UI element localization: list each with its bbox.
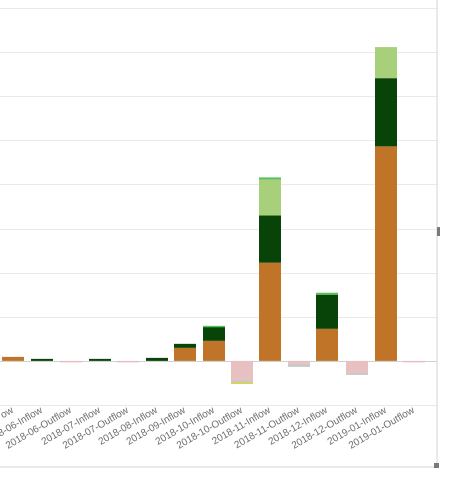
bar-segment-2018-05-outflow-s0[interactable] [2, 356, 24, 361]
bar-segment-2018-12-outflow-s4[interactable] [346, 360, 368, 373]
bar-segment-2018-07-inflow-s1[interactable] [89, 358, 111, 361]
x-axis-tick-labels: ow2018-06-Inflow2018-06-Outflow2018-07-I… [0, 405, 417, 452]
bar-segment-2019-01-inflow-s1[interactable] [375, 78, 397, 147]
bar-segment-2018-10-outflow-s6[interactable] [231, 381, 253, 384]
bar-segment-2018-08-inflow-s1[interactable] [146, 357, 168, 361]
bar-stacks [2, 47, 425, 384]
resize-handle-bottom-corner[interactable] [434, 463, 439, 468]
bar-segment-2018-11-outflow-s5[interactable] [288, 363, 310, 367]
bar-segment-2018-12-inflow-s0[interactable] [316, 328, 338, 361]
bar-segment-2018-12-outflow-s5[interactable] [346, 372, 368, 375]
bar-segment-2018-06-inflow-s1[interactable] [31, 358, 53, 361]
bar-segment-2019-01-inflow-s0[interactable] [375, 146, 397, 361]
bar-segment-2019-01-inflow-s2[interactable] [375, 47, 397, 79]
bar-segment-2018-10-inflow-s0[interactable] [203, 340, 225, 361]
bar-segment-2018-12-inflow-s1[interactable] [316, 294, 338, 329]
bar-segment-2018-11-inflow-s2[interactable] [259, 179, 281, 216]
bar-segment-2018-11-inflow-s0[interactable] [259, 262, 281, 361]
bar-segment-2018-11-inflow-s3[interactable] [259, 177, 281, 180]
bar-segment-2018-10-outflow-s5[interactable] [231, 379, 253, 382]
resize-handle-right[interactable] [437, 227, 440, 236]
bar-segment-2018-06-outflow-s4[interactable] [60, 360, 82, 363]
bar-segment-2018-11-inflow-s1[interactable] [259, 215, 281, 263]
bar-segment-2018-12-inflow-s3[interactable] [316, 292, 338, 295]
bar-segment-2018-11-outflow-s4[interactable] [288, 360, 310, 364]
bar-segment-2018-10-outflow-s4[interactable] [231, 360, 253, 380]
bar-segment-2018-10-inflow-s1[interactable] [203, 326, 225, 341]
bar-segment-2018-09-inflow-s1[interactable] [174, 343, 196, 348]
bar-segment-2018-07-outflow-s4[interactable] [117, 360, 139, 363]
bar-segment-2019-01-outflow-s4[interactable] [403, 360, 425, 363]
bar-segment-2018-09-inflow-s0[interactable] [174, 347, 196, 361]
bar-segment-2018-10-inflow-s3[interactable] [203, 325, 225, 328]
